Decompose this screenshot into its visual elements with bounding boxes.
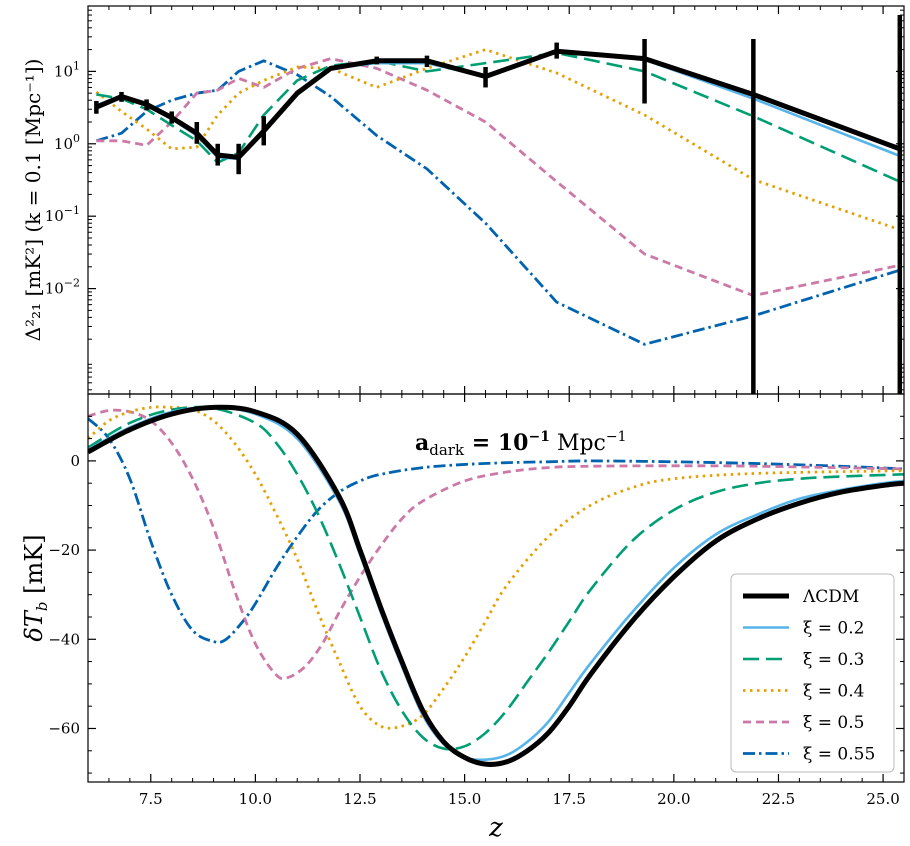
bottom-series-xi-0-2 — [88, 406, 904, 762]
brightness-temperature-panel: 0 −20 −40 −60 7.5 10.0 12.5 15.0 17.5 20.0 22.5 25.… — [20, 393, 905, 843]
x-tick-label: 12.5 — [343, 790, 376, 808]
legend: ΛCDM ξ = 0.2 ξ = 0.3 ξ = 0.4 ξ = 0.5 ξ = 0.55 — [730, 573, 895, 773]
legend-label: ξ = 0.5 — [803, 713, 864, 733]
bottom-series-xi-0-4 — [88, 405, 904, 730]
x-tick-label: 25.0 — [866, 790, 899, 808]
x-tick-label: 22.5 — [762, 790, 795, 808]
y-tick-label: 100 — [54, 132, 80, 153]
top-series-xi-0-3 — [96, 51, 901, 183]
top-series-xi-0-55 — [95, 59, 901, 346]
bottom-series-xi-0-55 — [88, 417, 904, 644]
legend-label: ξ = 0.2 — [803, 619, 864, 639]
bottom-axes-frame — [87, 393, 905, 783]
y-tick-label: 10−2 — [45, 277, 80, 298]
bottom-series-xi-0-3 — [88, 405, 904, 751]
y-tick-label: 101 — [54, 59, 80, 80]
x-tick-label: 15.0 — [448, 790, 481, 808]
y-tick-label: −20 — [48, 541, 80, 559]
y-tick-label: 10−1 — [45, 204, 80, 225]
bottom-y-axis-label: δTb [mK] — [20, 534, 51, 641]
top-series-lcdm — [95, 48, 901, 160]
power-spectrum-panel: 10−2 10−1 100 101 Δ²₂₁ [mK²] (k = 0.1 [Mpc⁻… — [21, 5, 905, 395]
x-axis-label: z — [488, 813, 503, 843]
top-series-xi-0-5 — [96, 57, 901, 298]
top-y-axis-label: Δ²₂₁ [mK²] (k = 0.1 [Mpc⁻¹]) — [21, 59, 45, 342]
y-tick-label: 0 — [70, 452, 80, 470]
y-tick-label: −60 — [48, 719, 80, 737]
x-tick-label: 17.5 — [553, 790, 586, 808]
top-axes-frame — [87, 5, 905, 395]
legend-label: ΛCDM — [802, 587, 859, 607]
y-tick-label: −40 — [48, 630, 80, 648]
legend-label: ξ = 0.55 — [803, 745, 875, 765]
top-series-xi-0-4 — [95, 48, 901, 232]
x-tick-label: 7.5 — [139, 790, 163, 808]
legend-label: ξ = 0.3 — [803, 650, 864, 670]
x-tick-label: 10.0 — [239, 790, 272, 808]
legend-label: ξ = 0.4 — [803, 682, 864, 702]
x-tick-label: 20.0 — [657, 790, 690, 808]
dark-acceleration-annotation: adark = 10−1 Mpc−1 — [415, 429, 627, 459]
bottom-series-lcdm — [88, 404, 904, 767]
